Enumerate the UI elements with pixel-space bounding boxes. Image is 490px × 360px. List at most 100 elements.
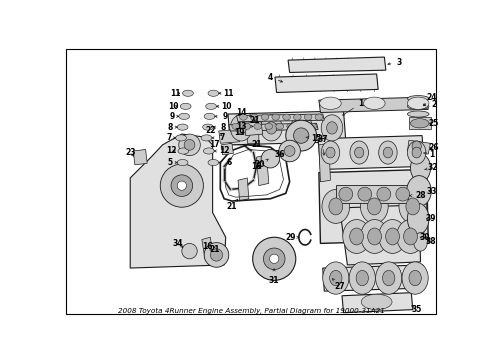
Ellipse shape [208, 159, 219, 166]
Ellipse shape [406, 198, 420, 215]
Ellipse shape [284, 145, 295, 156]
Ellipse shape [279, 140, 300, 162]
Polygon shape [133, 149, 147, 165]
Ellipse shape [184, 139, 195, 150]
Text: 36: 36 [274, 150, 285, 158]
Ellipse shape [177, 159, 188, 166]
Ellipse shape [404, 228, 417, 245]
Text: 31: 31 [268, 269, 279, 285]
Ellipse shape [412, 141, 421, 152]
Ellipse shape [287, 123, 294, 130]
Ellipse shape [183, 90, 194, 96]
Ellipse shape [203, 148, 214, 154]
Polygon shape [408, 140, 431, 154]
Ellipse shape [408, 95, 429, 102]
Ellipse shape [177, 181, 187, 190]
Text: 7: 7 [212, 134, 224, 143]
Ellipse shape [383, 270, 395, 286]
Ellipse shape [329, 198, 343, 215]
Ellipse shape [171, 175, 193, 197]
Ellipse shape [361, 220, 389, 253]
Ellipse shape [254, 123, 262, 130]
Ellipse shape [355, 147, 364, 158]
Ellipse shape [411, 154, 431, 182]
Text: 9: 9 [215, 112, 227, 121]
Polygon shape [275, 74, 378, 93]
Polygon shape [202, 237, 214, 259]
Ellipse shape [408, 97, 429, 109]
Polygon shape [319, 170, 428, 243]
Ellipse shape [361, 189, 388, 223]
Text: 11: 11 [171, 89, 181, 98]
Ellipse shape [379, 141, 397, 164]
Polygon shape [247, 120, 259, 143]
Text: 23: 23 [125, 148, 135, 157]
Text: 10: 10 [217, 102, 232, 111]
Polygon shape [340, 205, 420, 265]
Ellipse shape [230, 115, 252, 141]
Ellipse shape [319, 97, 341, 109]
Ellipse shape [356, 270, 368, 286]
Text: 37: 37 [318, 135, 328, 155]
Polygon shape [244, 122, 263, 136]
Ellipse shape [294, 128, 309, 143]
Ellipse shape [286, 120, 317, 151]
Ellipse shape [396, 187, 410, 201]
Ellipse shape [264, 248, 285, 270]
Ellipse shape [208, 90, 219, 96]
Ellipse shape [180, 103, 191, 109]
Ellipse shape [408, 203, 429, 234]
Text: 21: 21 [250, 116, 260, 125]
Ellipse shape [408, 111, 429, 117]
Ellipse shape [321, 115, 343, 141]
Text: 2008 Toyota 4Runner Engine Assembly, Partial Diagram for 19000-31A21: 2008 Toyota 4Runner Engine Assembly, Par… [118, 308, 385, 314]
Ellipse shape [203, 124, 214, 130]
Ellipse shape [326, 147, 335, 158]
Text: 18: 18 [251, 162, 262, 171]
Ellipse shape [291, 115, 313, 141]
Text: 21: 21 [227, 199, 238, 211]
Text: 10: 10 [168, 102, 178, 111]
Polygon shape [237, 114, 324, 122]
Bar [336, 185, 413, 203]
Ellipse shape [253, 237, 296, 280]
Ellipse shape [261, 149, 280, 168]
Ellipse shape [343, 220, 370, 253]
Polygon shape [219, 130, 240, 143]
Ellipse shape [414, 233, 427, 251]
Ellipse shape [411, 119, 429, 128]
Polygon shape [229, 123, 318, 131]
Ellipse shape [206, 103, 217, 109]
Polygon shape [288, 57, 386, 72]
Ellipse shape [408, 103, 429, 109]
Ellipse shape [315, 114, 323, 120]
Text: 3: 3 [388, 58, 402, 67]
Text: 4: 4 [268, 73, 282, 82]
Text: 33: 33 [427, 186, 438, 195]
Ellipse shape [409, 270, 421, 286]
Text: 25: 25 [428, 119, 439, 128]
Ellipse shape [304, 114, 312, 120]
Ellipse shape [261, 114, 269, 120]
Ellipse shape [397, 220, 424, 253]
Ellipse shape [408, 141, 426, 164]
Polygon shape [257, 155, 269, 186]
Polygon shape [319, 97, 428, 112]
Ellipse shape [309, 123, 317, 130]
Bar [409, 117, 431, 130]
Polygon shape [228, 111, 346, 145]
Ellipse shape [182, 243, 197, 259]
Polygon shape [238, 178, 249, 201]
Text: 9: 9 [169, 112, 179, 121]
Ellipse shape [350, 228, 364, 245]
Text: 22: 22 [205, 126, 222, 136]
Text: 27: 27 [333, 279, 345, 291]
Polygon shape [323, 265, 424, 291]
Ellipse shape [270, 254, 279, 264]
Polygon shape [221, 143, 233, 155]
Ellipse shape [243, 123, 250, 130]
Ellipse shape [379, 220, 406, 253]
Text: 30: 30 [419, 233, 430, 242]
Ellipse shape [349, 262, 375, 294]
Ellipse shape [236, 122, 246, 134]
